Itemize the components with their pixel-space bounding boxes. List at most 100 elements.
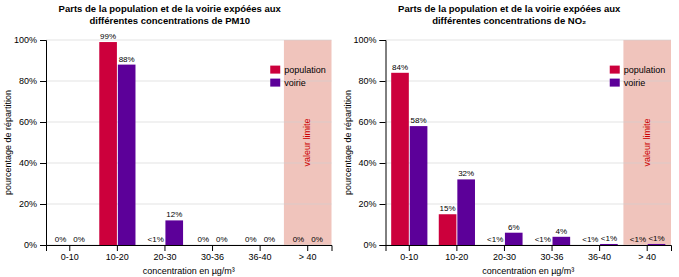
- x-tick-label: 20-30: [153, 252, 176, 262]
- title-line: Parts de la population et de la voirie e…: [59, 3, 282, 14]
- x-axis-line: [47, 246, 333, 252]
- y-tick-mark: [40, 81, 46, 82]
- y-tick-mark: [40, 163, 46, 164]
- grid-line: [386, 122, 672, 123]
- legend-item: voirie: [270, 78, 306, 88]
- y-tick-mark: [40, 40, 46, 41]
- x-tick-mark: [212, 245, 213, 251]
- data-label: 0%: [216, 235, 228, 244]
- bar: [213, 245, 231, 246]
- y-tick-mark: [380, 163, 386, 164]
- grid-line: [386, 204, 672, 205]
- y-axis-line: [380, 41, 387, 246]
- series-1: [410, 126, 666, 245]
- y-tick: 100%: [14, 35, 46, 45]
- x-tick: 20-30: [493, 245, 516, 262]
- bar: [486, 245, 504, 246]
- limit-zone: [284, 40, 332, 245]
- x-tick-label: 30-36: [201, 252, 224, 262]
- y-tick-label: 0%: [363, 240, 376, 250]
- data-label: <1%: [630, 235, 646, 244]
- y-tick-mark: [380, 81, 386, 82]
- y-tick: 80%: [19, 76, 46, 86]
- x-tick-label: > 40: [638, 252, 656, 262]
- x-tick: 30-36: [201, 245, 224, 262]
- data-label: 0%: [245, 235, 257, 244]
- y-tick-mark: [40, 245, 46, 246]
- bar: [308, 245, 326, 246]
- bar: [582, 245, 600, 246]
- y-tick-label: 40%: [358, 158, 376, 168]
- y-tick-mark: [40, 122, 46, 123]
- x-tick-label: 10-20: [445, 252, 468, 262]
- bar: [290, 245, 308, 246]
- bar: [600, 244, 618, 245]
- data-label: 99%: [100, 32, 116, 41]
- y-tick: 20%: [358, 199, 385, 209]
- x-tick-mark: [647, 245, 648, 251]
- data-labels: 0%99%<1%0%0%0%0%88%12%0%0%0%: [55, 32, 323, 244]
- y-tick: 60%: [358, 117, 385, 127]
- plot-area: 0%99%<1%0%0%0%0%88%12%0%0%0%valeur limit…: [3, 32, 332, 276]
- data-label: 0%: [311, 235, 323, 244]
- title-line: Parts de la population et de la voirie e…: [398, 3, 621, 14]
- data-label: 0%: [197, 235, 209, 244]
- bar: [242, 245, 260, 246]
- x-tick-mark: [599, 245, 600, 251]
- x-tick-mark: [69, 245, 70, 251]
- data-label: 0%: [264, 235, 276, 244]
- data-label: <1%: [148, 235, 164, 244]
- grid-line: [46, 40, 332, 41]
- y-tick-label: 20%: [358, 199, 376, 209]
- bars: [99, 42, 183, 245]
- bar: [70, 245, 88, 246]
- data-labels: 84%15%<1%<1%<1%<1%58%32%6%4%<1%<1%: [392, 63, 665, 244]
- legend-item: voirie: [610, 78, 646, 88]
- y-tick-label: 60%: [19, 117, 37, 127]
- bars: [391, 73, 665, 245]
- title: Parts de la population et de la voirie e…: [59, 3, 282, 26]
- data-label: <1%: [582, 235, 598, 244]
- data-label: 58%: [411, 116, 427, 125]
- bar: [457, 179, 475, 245]
- y-tick: 80%: [358, 76, 385, 86]
- data-label: 6%: [508, 223, 520, 232]
- y-tick: 100%: [353, 35, 385, 45]
- x-tick: 10-20: [106, 245, 129, 262]
- y-tick-label: 80%: [19, 76, 37, 86]
- y-tick-mark: [40, 204, 46, 205]
- title-line: différentes concentrations de PM10: [90, 15, 250, 26]
- bar: [99, 42, 117, 245]
- series-0: [99, 42, 117, 245]
- grid-line: [46, 163, 332, 164]
- grid-line: [386, 163, 672, 164]
- legend-swatch: [270, 79, 280, 87]
- legend-swatch: [610, 79, 620, 87]
- y-tick-label: 0%: [24, 240, 37, 250]
- legend-item: population: [610, 65, 666, 75]
- bar: [391, 73, 409, 245]
- plot-area: 84%15%<1%<1%<1%<1%58%32%6%4%<1%<1%valeur…: [343, 35, 672, 276]
- data-label: 0%: [293, 235, 305, 244]
- x-tick-mark: [409, 245, 410, 251]
- bar: [261, 245, 279, 246]
- panel: 0%99%<1%0%0%0%0%88%12%0%0%0%valeur limit…: [3, 3, 332, 276]
- bar: [553, 237, 571, 245]
- y-tick-label: 20%: [19, 199, 37, 209]
- bar: [534, 245, 552, 246]
- grid-line: [46, 122, 332, 123]
- grid-line: [46, 204, 332, 205]
- y-tick: 60%: [19, 117, 46, 127]
- bar: [439, 214, 457, 245]
- bar: [147, 245, 165, 246]
- x-tick: > 40: [638, 245, 656, 262]
- x-tick-mark: [307, 245, 308, 251]
- data-label: <1%: [601, 234, 617, 243]
- legend-swatch: [270, 66, 280, 74]
- data-label: 0%: [55, 235, 67, 244]
- y-tick-label: 60%: [358, 117, 376, 127]
- data-label: <1%: [535, 235, 551, 244]
- x-tick: 36-40: [249, 245, 272, 262]
- annotation: valeur limite: [302, 118, 312, 166]
- x-tick: 20-30: [153, 245, 176, 262]
